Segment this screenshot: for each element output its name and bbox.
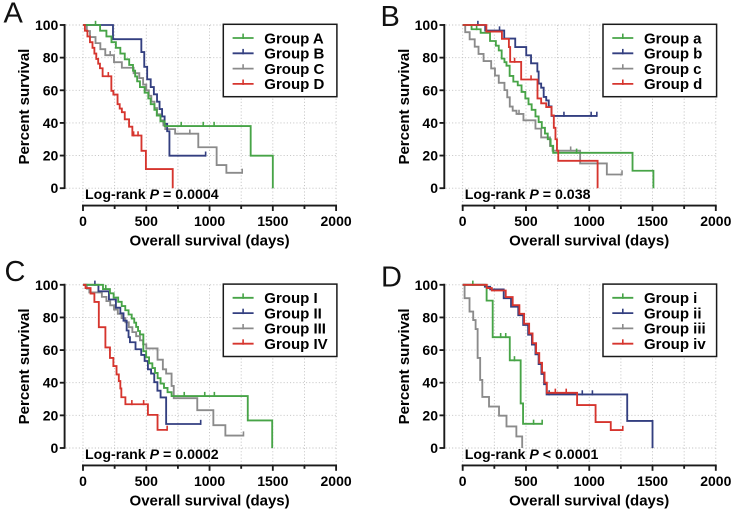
svg-text:0: 0	[79, 213, 87, 229]
svg-text:1500: 1500	[637, 473, 668, 489]
svg-text:Overall survival (days): Overall survival (days)	[130, 492, 290, 509]
svg-text:100: 100	[35, 17, 59, 33]
svg-text:0: 0	[51, 180, 59, 196]
svg-text:0: 0	[459, 473, 467, 489]
svg-text:500: 500	[514, 473, 538, 489]
svg-text:0: 0	[51, 440, 59, 456]
svg-text:Percent survival: Percent survival	[396, 308, 413, 424]
svg-text:80: 80	[43, 309, 59, 325]
svg-text:1000: 1000	[194, 213, 225, 229]
svg-text:80: 80	[422, 50, 438, 66]
svg-text:20: 20	[43, 407, 59, 423]
svg-text:Log-rank P = 0.0004: Log-rank P = 0.0004	[85, 187, 219, 203]
svg-text:Log-rank P < 0.0001: Log-rank P < 0.0001	[465, 447, 599, 463]
svg-text:500: 500	[135, 213, 159, 229]
svg-text:2000: 2000	[700, 213, 731, 229]
svg-text:2000: 2000	[321, 213, 352, 229]
svg-text:Group C: Group C	[264, 61, 324, 78]
svg-text:Group i: Group i	[644, 290, 697, 307]
svg-text:Percent survival: Percent survival	[396, 49, 413, 165]
svg-text:Overall survival (days): Overall survival (days)	[509, 233, 669, 250]
svg-text:Log-rank P = 0.038: Log-rank P = 0.038	[465, 187, 591, 203]
svg-text:Group ii: Group ii	[644, 305, 702, 322]
svg-text:60: 60	[422, 342, 438, 358]
svg-text:100: 100	[35, 277, 59, 293]
svg-text:40: 40	[422, 375, 438, 391]
svg-text:20: 20	[43, 148, 59, 164]
svg-text:2000: 2000	[700, 473, 731, 489]
svg-text:40: 40	[43, 375, 59, 391]
svg-text:Overall survival (days): Overall survival (days)	[509, 492, 669, 509]
svg-text:60: 60	[43, 82, 59, 98]
svg-text:100: 100	[415, 17, 439, 33]
svg-text:Log-rank P = 0.0002: Log-rank P = 0.0002	[85, 447, 219, 463]
svg-text:A: A	[4, 0, 24, 30]
svg-text:2000: 2000	[321, 473, 352, 489]
svg-text:1000: 1000	[574, 213, 605, 229]
svg-text:B: B	[381, 1, 400, 33]
svg-text:100: 100	[415, 277, 439, 293]
svg-text:Group b: Group b	[644, 46, 702, 63]
svg-text:1500: 1500	[257, 473, 288, 489]
svg-text:1000: 1000	[574, 473, 605, 489]
svg-text:Group II: Group II	[264, 305, 322, 322]
svg-text:Group IV: Group IV	[264, 336, 327, 353]
svg-text:Group iii: Group iii	[644, 321, 706, 338]
svg-text:0: 0	[459, 213, 467, 229]
svg-text:40: 40	[422, 115, 438, 131]
svg-text:80: 80	[422, 309, 438, 325]
svg-text:Group B: Group B	[264, 46, 324, 63]
svg-text:Overall survival (days): Overall survival (days)	[130, 233, 290, 250]
svg-text:Percent survival: Percent survival	[16, 308, 33, 424]
svg-text:1000: 1000	[194, 473, 225, 489]
svg-text:Group I: Group I	[264, 290, 317, 307]
svg-text:1500: 1500	[257, 213, 288, 229]
svg-text:0: 0	[430, 440, 438, 456]
svg-text:Group III: Group III	[264, 321, 326, 338]
svg-text:C: C	[5, 256, 26, 288]
svg-text:80: 80	[43, 50, 59, 66]
svg-text:Group iv: Group iv	[644, 336, 706, 353]
svg-text:20: 20	[422, 407, 438, 423]
svg-text:D: D	[381, 262, 402, 294]
svg-text:60: 60	[422, 82, 438, 98]
svg-text:500: 500	[514, 213, 538, 229]
svg-text:0: 0	[430, 180, 438, 196]
svg-text:Group a: Group a	[644, 30, 702, 47]
svg-text:Group D: Group D	[264, 76, 324, 93]
svg-text:Group c: Group c	[644, 61, 702, 78]
svg-text:Group A: Group A	[264, 30, 324, 47]
svg-text:Percent survival: Percent survival	[16, 49, 33, 165]
svg-text:20: 20	[422, 148, 438, 164]
svg-text:40: 40	[43, 115, 59, 131]
svg-text:1500: 1500	[637, 213, 668, 229]
svg-text:500: 500	[135, 473, 159, 489]
svg-text:60: 60	[43, 342, 59, 358]
svg-text:Group d: Group d	[644, 76, 702, 93]
svg-text:0: 0	[79, 473, 87, 489]
